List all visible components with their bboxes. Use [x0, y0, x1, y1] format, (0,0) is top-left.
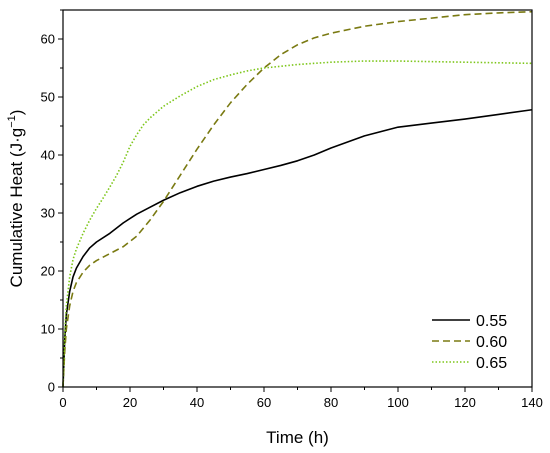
y-axis-title: Cumulative Heat (J·g−1) — [6, 110, 26, 288]
y-tick-label: 0 — [48, 380, 55, 395]
y-axis-title-main: Cumulative Heat (J·g — [7, 128, 26, 288]
y-tick-label: 30 — [41, 206, 55, 221]
y-tick-label: 60 — [41, 32, 55, 47]
y-axis-title-close: ) — [7, 110, 26, 116]
legend: 0.55 0.60 0.65 — [432, 313, 507, 372]
x-axis-title: Time (h) — [266, 428, 329, 447]
y-tick-label: 50 — [41, 90, 55, 105]
x-tick-label: 100 — [387, 395, 409, 410]
x-tick-label: 140 — [521, 395, 543, 410]
x-axis-ticks: 0 20 40 60 80 100 120 140 — [59, 387, 543, 410]
plot-lines — [62, 10, 533, 388]
y-tick-label: 10 — [41, 322, 55, 337]
x-tick-label: 120 — [454, 395, 476, 410]
x-tick-label: 20 — [123, 395, 137, 410]
y-tick-label: 20 — [41, 264, 55, 279]
series-line-0-65 — [62, 60, 533, 388]
legend-label: 0.65 — [476, 355, 507, 372]
y-axis-ticks: 0 10 20 30 40 50 60 — [41, 9, 63, 395]
series-line-0-55 — [62, 108, 533, 388]
y-tick-label: 40 — [41, 148, 55, 163]
plot-frame — [62, 9, 533, 388]
legend-label: 0.60 — [476, 334, 507, 351]
x-tick-label: 80 — [324, 395, 338, 410]
x-tick-label: 0 — [59, 395, 66, 410]
series-line-0-60 — [62, 10, 533, 388]
y-axis-title-superscript: −1 — [6, 115, 18, 128]
legend-label: 0.55 — [476, 313, 507, 330]
x-tick-label: 40 — [190, 395, 204, 410]
x-tick-label: 60 — [257, 395, 271, 410]
